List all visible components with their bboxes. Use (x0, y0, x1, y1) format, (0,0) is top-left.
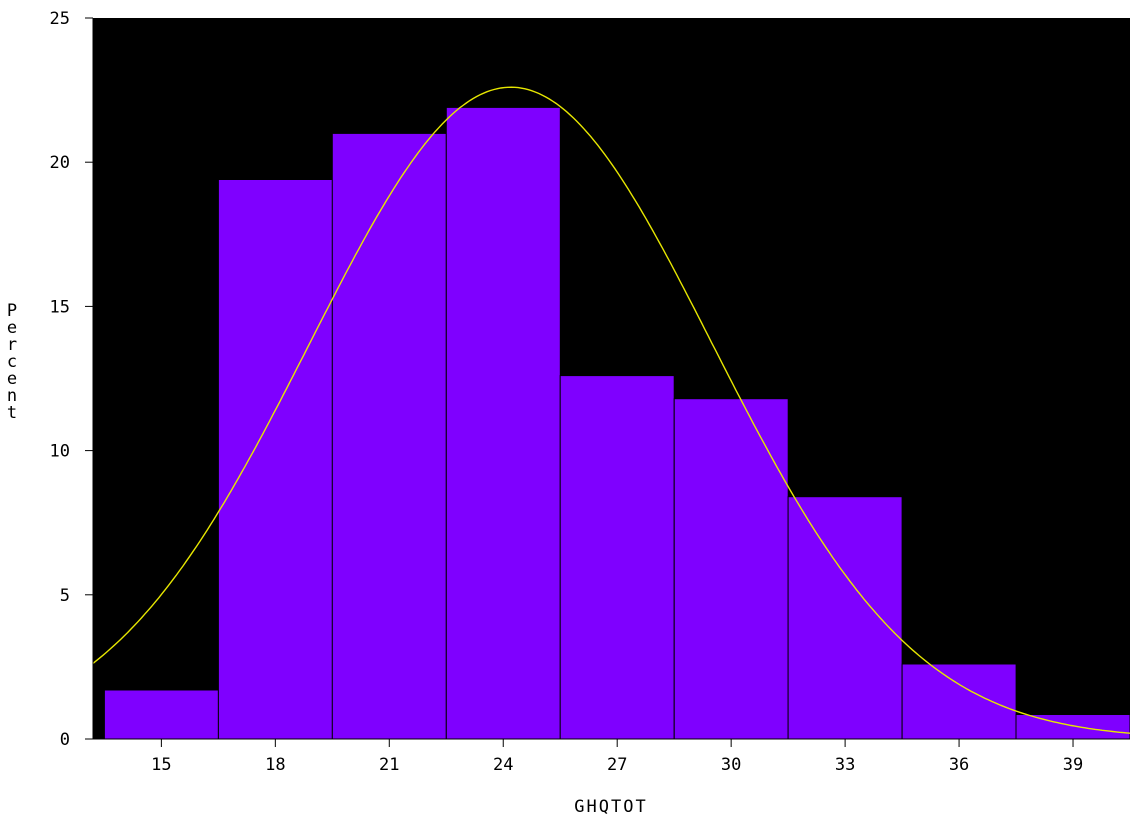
histogram-bar (559, 375, 675, 740)
y-axis-title-letter: e (7, 318, 17, 338)
y-axis-title-letter: t (7, 403, 17, 423)
normal-density-curve (92, 86, 1130, 734)
histogram-bar (217, 179, 333, 740)
x-axis-title: GHQTOT (574, 797, 647, 817)
x-tick-label: 21 (379, 755, 399, 775)
histogram-bar (445, 106, 561, 740)
y-tick-label: 0 (60, 730, 70, 750)
bars-group (103, 106, 1130, 740)
y-tick-label: 15 (50, 297, 70, 317)
y-tick-label: 20 (50, 153, 70, 173)
y-axis-title-letter: r (7, 335, 17, 355)
x-tick-label: 15 (151, 755, 171, 775)
x-tick-label: 24 (493, 755, 513, 775)
y-tick-label: 25 (50, 9, 70, 29)
histogram-bar (787, 496, 903, 740)
histogram-bar (103, 689, 219, 740)
x-tick-label: 36 (949, 755, 969, 775)
histogram-bar (673, 398, 789, 740)
y-axis-title-letter: P (7, 301, 17, 321)
histogram-bar (901, 663, 1017, 740)
y-tick-label: 10 (50, 442, 70, 462)
y-axis-title-letter: c (7, 352, 17, 372)
y-tick-label: 5 (60, 586, 70, 606)
histogram-bar (1015, 714, 1130, 740)
x-tick-label: 33 (835, 755, 855, 775)
x-tick-label: 27 (607, 755, 627, 775)
x-tick-label: 18 (265, 755, 285, 775)
y-axis-title-letter: e (7, 369, 17, 389)
y-axis: 0 5 10 15 20 25 (50, 9, 94, 750)
x-tick-label: 30 (721, 755, 741, 775)
x-axis: 15 18 21 24 27 30 33 36 39 (93, 738, 1130, 775)
histogram-bar (331, 132, 447, 740)
x-tick-label: 39 (1063, 755, 1083, 775)
y-axis-title-letter: n (7, 386, 17, 406)
